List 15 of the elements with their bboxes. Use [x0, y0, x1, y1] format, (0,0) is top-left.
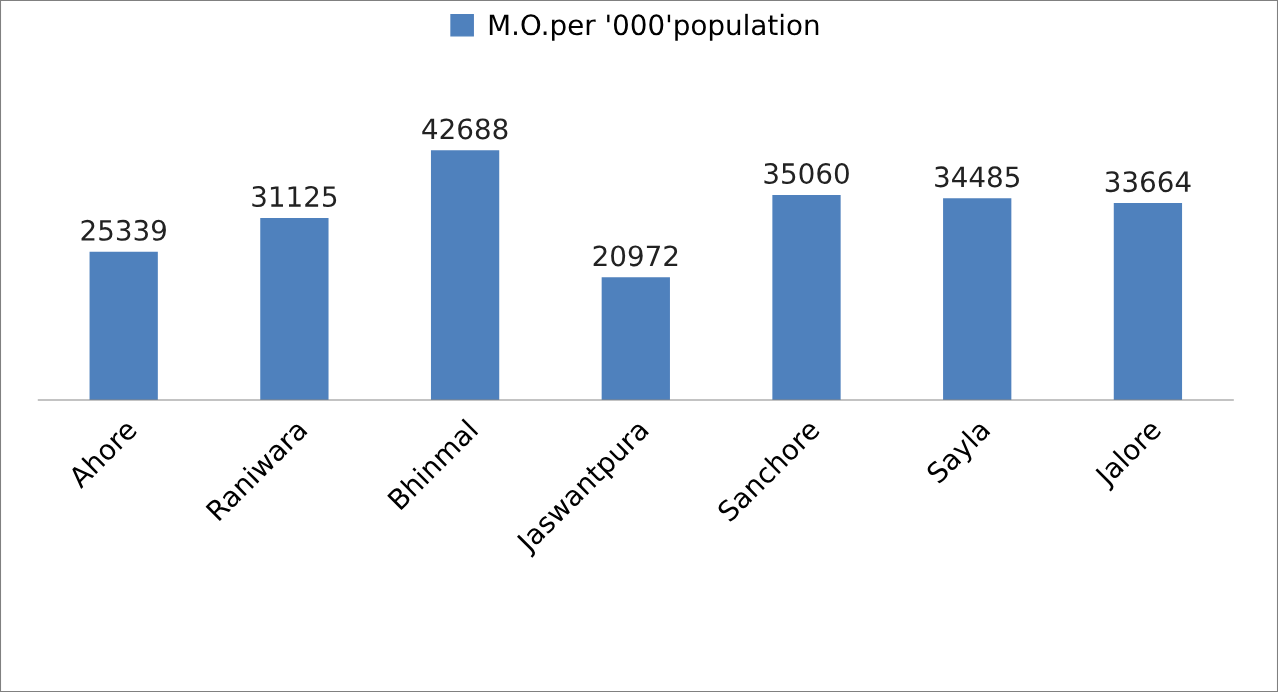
bar	[1113, 203, 1183, 400]
bar	[772, 194, 841, 400]
bar	[601, 277, 670, 400]
bar	[430, 150, 500, 400]
legend-label: M.O.per '000'population	[489, 13, 819, 41]
data-label: 35060	[764, 163, 849, 185]
data-label: 20972	[593, 245, 678, 267]
data-label: 33664	[1105, 171, 1191, 193]
data-label: 25339	[81, 219, 166, 241]
data-label: 42688	[422, 118, 508, 140]
bar	[89, 251, 158, 400]
data-label: 34485	[935, 166, 1019, 188]
data-label: 31125	[252, 186, 337, 208]
bar	[943, 198, 1012, 400]
bar	[260, 217, 329, 400]
